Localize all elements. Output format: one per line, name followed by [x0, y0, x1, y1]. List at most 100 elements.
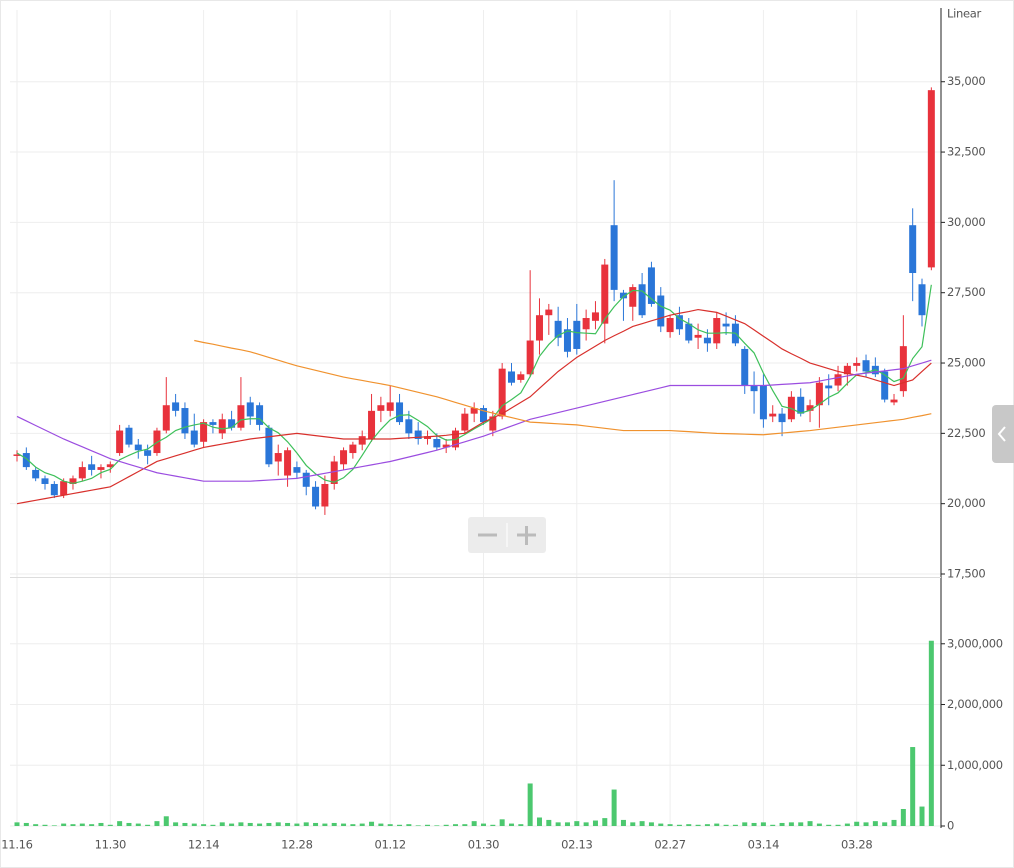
candle-body: [713, 318, 721, 344]
volume-bar: [23, 822, 29, 826]
candle-body: [97, 467, 105, 470]
volume-bar: [117, 821, 123, 826]
candle-body: [526, 340, 534, 375]
y-tick-label: 0: [947, 819, 954, 833]
candle-body: [778, 413, 786, 423]
y-tick-label: 1,000,000: [947, 758, 1003, 772]
volume-bar: [145, 824, 151, 826]
volume-bar: [294, 823, 300, 826]
volume-bar: [378, 823, 384, 826]
candle-body: [909, 225, 917, 274]
candle-body: [666, 318, 674, 333]
candle-body: [507, 371, 515, 383]
candle-body: [862, 360, 870, 372]
candle-body: [843, 365, 851, 375]
candle-body: [377, 405, 385, 411]
volume-bar: [499, 819, 505, 826]
marks-layer: [13, 87, 935, 826]
volume-bar: [583, 822, 589, 826]
x-tick-label: 11.16: [1, 838, 32, 852]
candle-body: [797, 396, 805, 414]
volume-bar: [219, 822, 225, 826]
volume-bar: [620, 819, 626, 826]
candle-body: [228, 419, 236, 428]
x-tick-label: 01.30: [468, 838, 499, 852]
volume-bar: [844, 823, 850, 826]
moving-average-line: [16, 359, 932, 482]
candle-body: [927, 90, 935, 268]
candle-body: [619, 292, 627, 299]
volume-bar: [714, 823, 720, 826]
volume-bar: [154, 821, 160, 826]
candle-body: [368, 410, 376, 439]
y-tick-label: 30,000: [947, 215, 985, 229]
volume-bar: [751, 822, 757, 826]
volume-bar: [910, 747, 916, 826]
candle-body: [78, 467, 86, 479]
x-tick-label: 01.12: [374, 838, 405, 852]
volume-bar: [611, 789, 617, 826]
candle-body: [256, 405, 264, 425]
candle-body: [349, 444, 357, 454]
candle-body: [769, 413, 777, 417]
y-tick-label: 32,500: [947, 145, 985, 159]
volume-bar: [704, 824, 710, 826]
y-tick-label: 27,500: [947, 285, 985, 299]
candle-body: [60, 481, 68, 496]
candle-body: [545, 309, 553, 316]
candle-body: [246, 402, 254, 417]
candle-body: [181, 408, 189, 434]
volume-bar: [863, 822, 869, 826]
candle-body: [881, 371, 889, 400]
y-tick-label: 17,500: [947, 567, 985, 581]
candle-body: [274, 453, 282, 462]
volume-bar: [229, 823, 235, 826]
zoom-out-button[interactable]: [468, 517, 507, 553]
candle-body: [535, 315, 543, 341]
toggle-tab[interactable]: [992, 405, 1014, 463]
candle-body: [629, 287, 637, 307]
volume-bar: [285, 822, 291, 826]
candle-body: [88, 464, 96, 470]
volume-bar: [667, 824, 673, 826]
volume-bar: [387, 824, 393, 826]
volume-bar: [397, 824, 403, 826]
y-tick-label: 2,000,000: [947, 697, 1003, 711]
candle-body: [647, 267, 655, 304]
volume-bar: [686, 824, 692, 826]
candle-body: [806, 405, 814, 411]
volume-bar: [826, 824, 832, 826]
moving-average-line: [194, 339, 932, 436]
candle-body: [890, 399, 898, 403]
volume-bar: [723, 824, 729, 826]
candle-body: [433, 438, 441, 448]
candle-body: [162, 405, 170, 431]
zoom-in-button[interactable]: [507, 517, 546, 553]
volume-bar: [928, 640, 934, 826]
candle-body: [815, 382, 823, 406]
candle-body: [582, 318, 590, 330]
volume-bar: [79, 823, 85, 826]
candle-body: [722, 323, 730, 327]
volume-bar: [648, 822, 654, 826]
volume-bar: [266, 822, 272, 826]
candle-body: [424, 436, 432, 439]
volume-bar: [126, 822, 132, 826]
volume-bar: [872, 821, 878, 826]
candle-body: [517, 374, 525, 380]
candle-body: [200, 422, 208, 442]
candle-body: [13, 454, 21, 456]
candle-body: [610, 225, 618, 290]
y-tick-label: 22,500: [947, 426, 985, 440]
side-panel-toggle[interactable]: [992, 405, 1014, 463]
candle-body: [685, 323, 693, 341]
volume-bar: [350, 824, 356, 826]
volume-bar: [42, 824, 48, 826]
volume-bar: [275, 822, 281, 826]
volume-bar: [434, 825, 440, 826]
volume-bar: [676, 824, 682, 826]
candle-body: [414, 430, 422, 439]
candle-body: [302, 472, 310, 487]
